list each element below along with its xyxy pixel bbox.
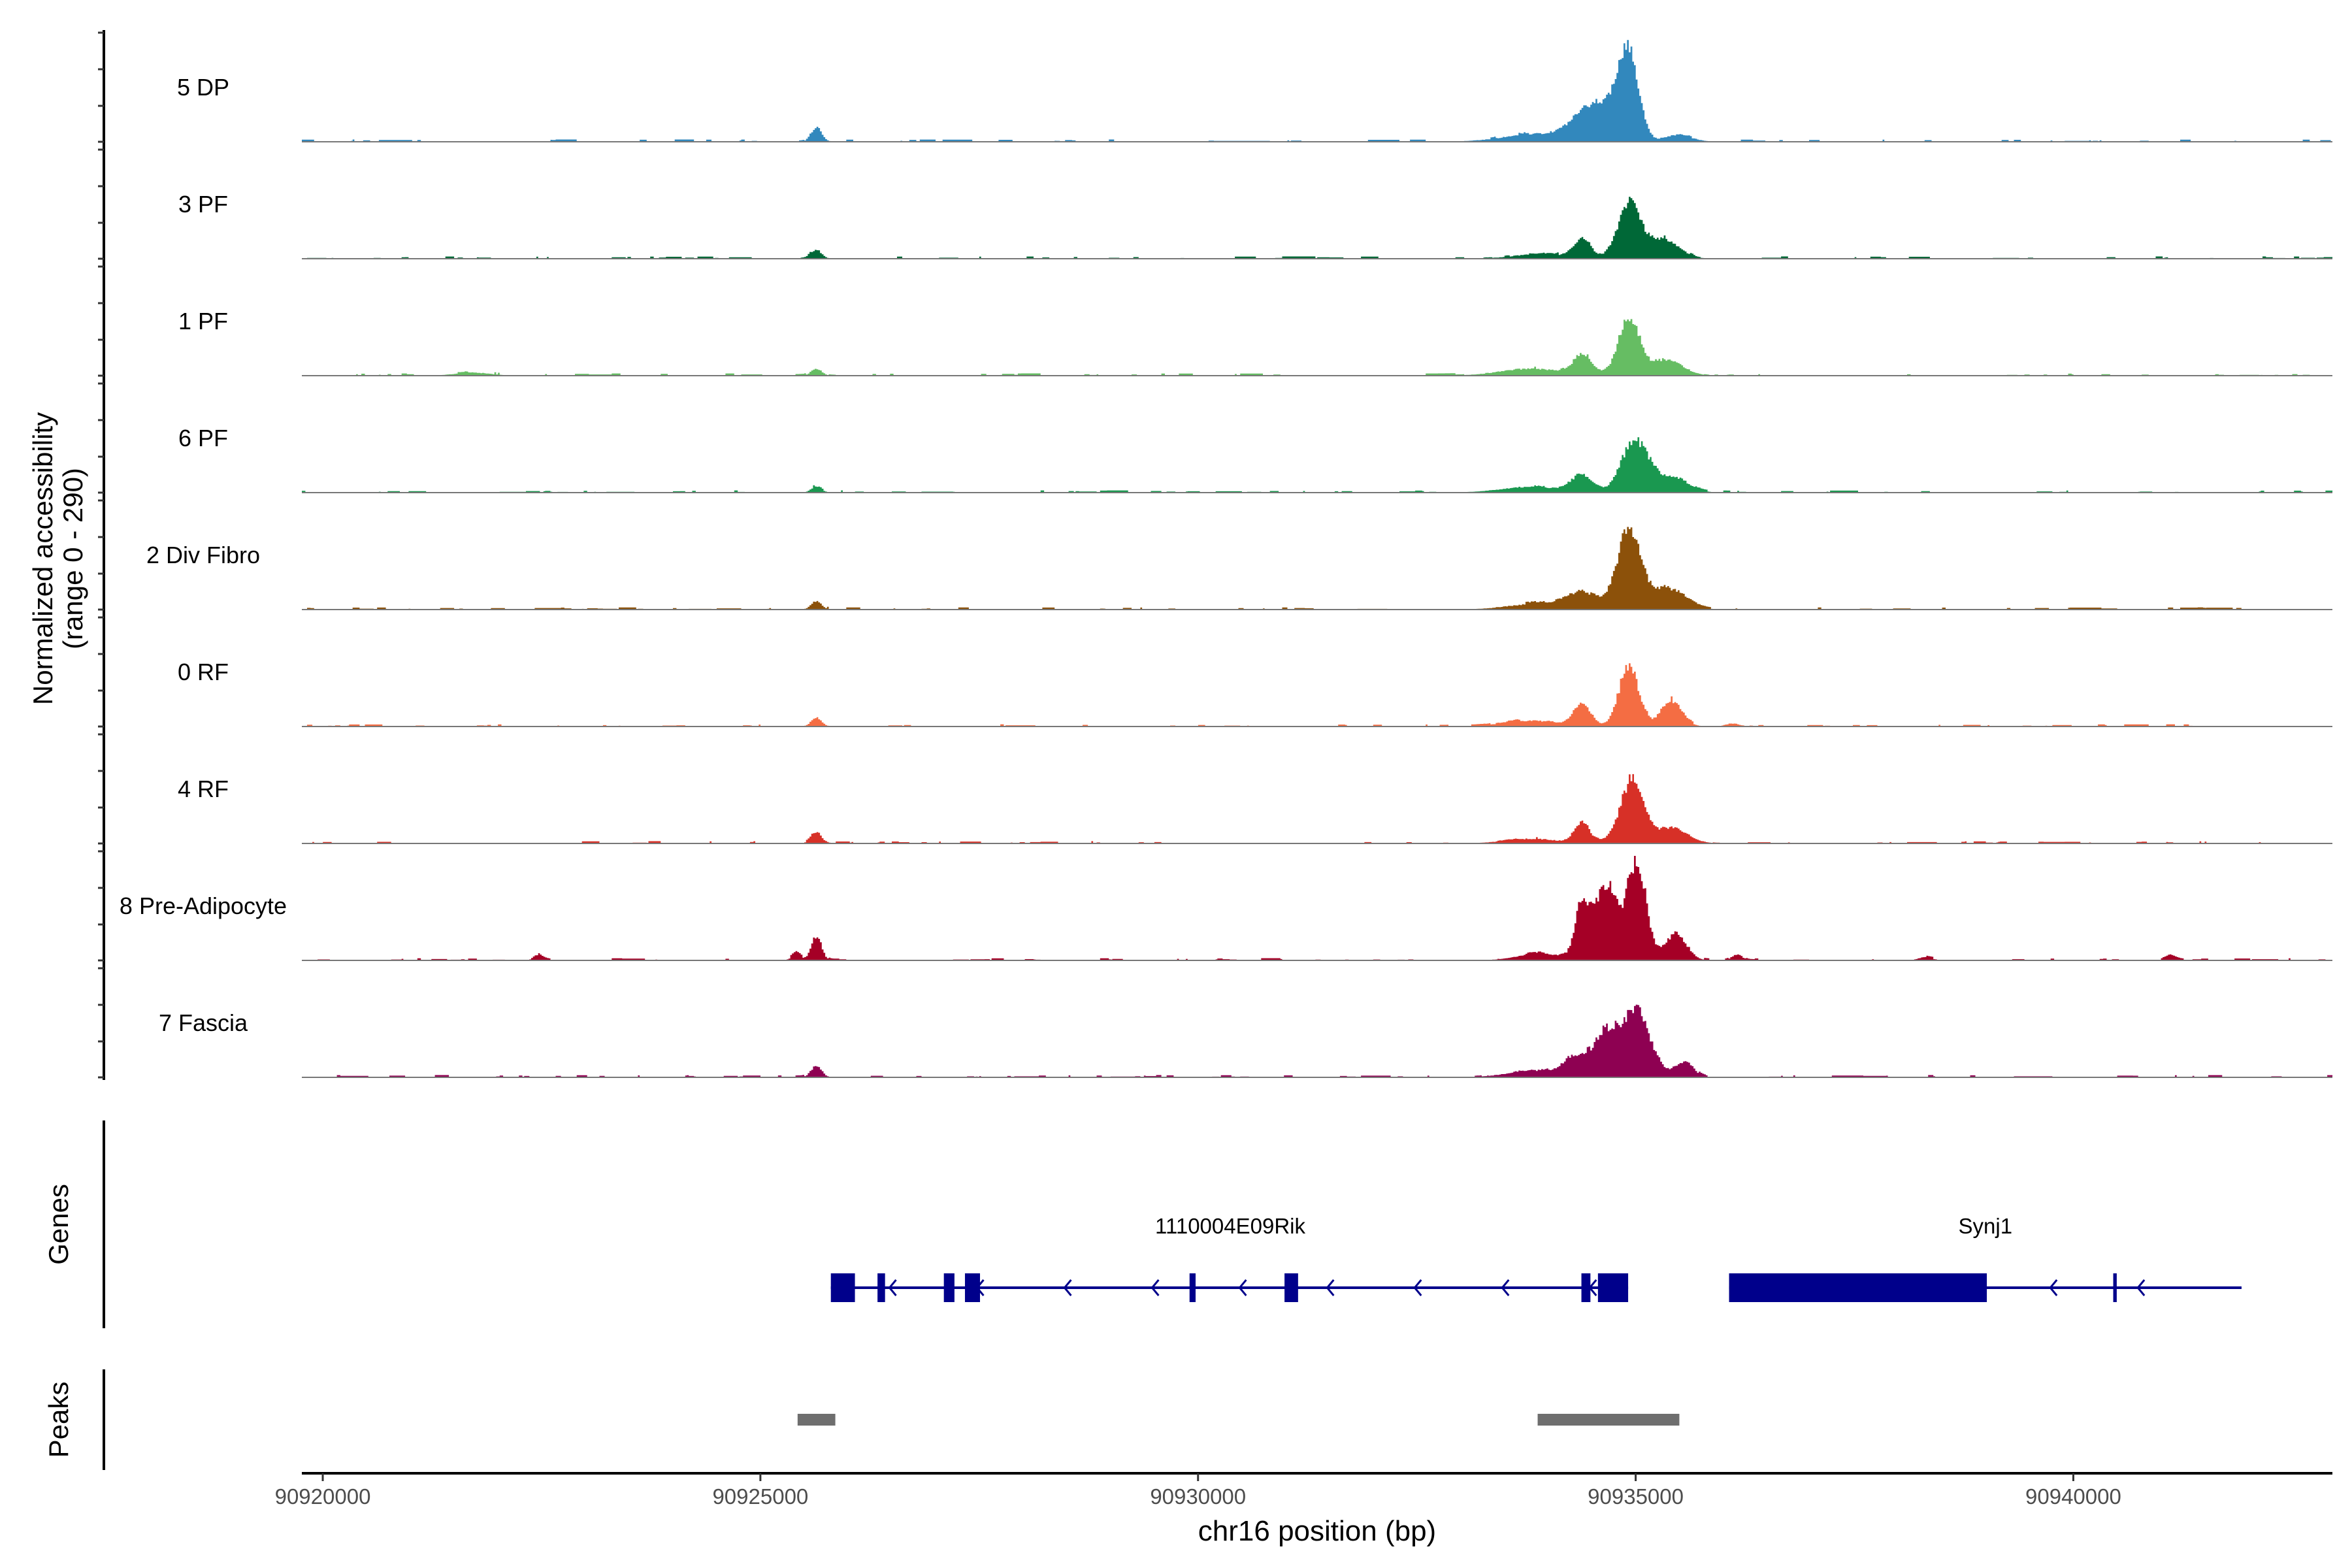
coverage-area [302, 319, 2333, 376]
y-axis-title-line2: (range 0 - 290) [57, 468, 88, 649]
track-1-pf: 1 PF [178, 308, 2333, 376]
track-label: 5 DP [177, 74, 229, 101]
strand-arrow-icon [1151, 1279, 1160, 1296]
exon [1284, 1273, 1298, 1302]
track-6-pf: 6 PF [178, 425, 2333, 493]
track-label: 8 Pre-Adipocyte [120, 892, 287, 919]
peak-region [797, 1414, 836, 1426]
strand-arrow-icon [1413, 1279, 1422, 1296]
track-5-dp: 5 DP [177, 40, 2333, 142]
track-label: 1 PF [178, 308, 228, 335]
peaks-panel-label: Peaks [43, 1382, 74, 1458]
gene-synj1: Synj1 [1729, 1214, 2242, 1302]
x-tick-label: 90940000 [2025, 1484, 2121, 1509]
exon [1581, 1273, 1591, 1302]
track-label: 0 RF [178, 659, 229, 685]
track-label: 2 Div Fibro [146, 542, 260, 568]
gene-track: 1110004E09Rik Synj1 [830, 1214, 2242, 1302]
track-2-div-fibro: 2 Div Fibro [146, 527, 2333, 610]
coverage-area [302, 663, 2333, 727]
strand-arrow-icon [1501, 1279, 1510, 1296]
x-tick-label: 90920000 [275, 1484, 371, 1509]
strand-arrow-icon [888, 1279, 897, 1296]
exon [2113, 1273, 2117, 1302]
coverage-area [302, 527, 2333, 610]
coverage-area [302, 40, 2333, 142]
strand-arrow-icon [1238, 1279, 1247, 1296]
exon [1729, 1273, 1987, 1302]
strand-arrow-icon [2049, 1279, 2058, 1296]
track-8-pre-adipocyte: 8 Pre-Adipocyte [120, 856, 2333, 961]
exon [964, 1273, 981, 1302]
exon [830, 1273, 855, 1302]
y-axis-title-line1: Normalized accessibility [27, 412, 58, 705]
track-label: 7 Fascia [159, 1009, 248, 1036]
track-4-rf: 4 RF [178, 774, 2333, 844]
x-tick-label: 90935000 [1588, 1484, 1684, 1509]
track-label: 3 PF [178, 191, 228, 218]
track-7-fascia: 7 Fascia [159, 1004, 2333, 1078]
peak-track [797, 1414, 1680, 1426]
peak-region [1537, 1414, 1680, 1426]
genes-panel-label: Genes [43, 1184, 74, 1265]
exon [1189, 1273, 1196, 1302]
coverage-area [302, 197, 2333, 259]
x-ticks: 90920000 90925000 90930000 90935000 90940000 [275, 1473, 2121, 1509]
gene-1110004e09rik: 1110004E09Rik [830, 1214, 1629, 1302]
track-label: 4 RF [178, 776, 229, 802]
gene-label: 1110004E09Rik [1155, 1214, 1305, 1238]
x-tick-label: 90925000 [712, 1484, 808, 1509]
strand-arrow-icon [2136, 1279, 2146, 1296]
track-label: 6 PF [178, 425, 228, 451]
coverage-area [302, 856, 2333, 960]
coverage-tracks: 5 DP 3 PF 1 PF 6 PF 2 Div Fibro 0 RF 4 RF 8 Pre… [120, 40, 2333, 1078]
y-axis [98, 30, 105, 1080]
exon [1597, 1273, 1629, 1302]
coverage-area [302, 774, 2333, 843]
track-3-pf: 3 PF [178, 191, 2333, 259]
strand-arrow-icon [1326, 1279, 1335, 1296]
x-tick-label: 90930000 [1150, 1484, 1246, 1509]
coverage-area [302, 437, 2333, 493]
exon [877, 1273, 885, 1302]
strand-arrow-icon [1063, 1279, 1072, 1296]
x-axis-title: chr16 position (bp) [1198, 1515, 1436, 1547]
coverage-area [302, 1004, 2333, 1077]
gene-label: Synj1 [1959, 1214, 2013, 1238]
exon [943, 1273, 955, 1302]
track-0-rf: 0 RF [178, 659, 2333, 727]
